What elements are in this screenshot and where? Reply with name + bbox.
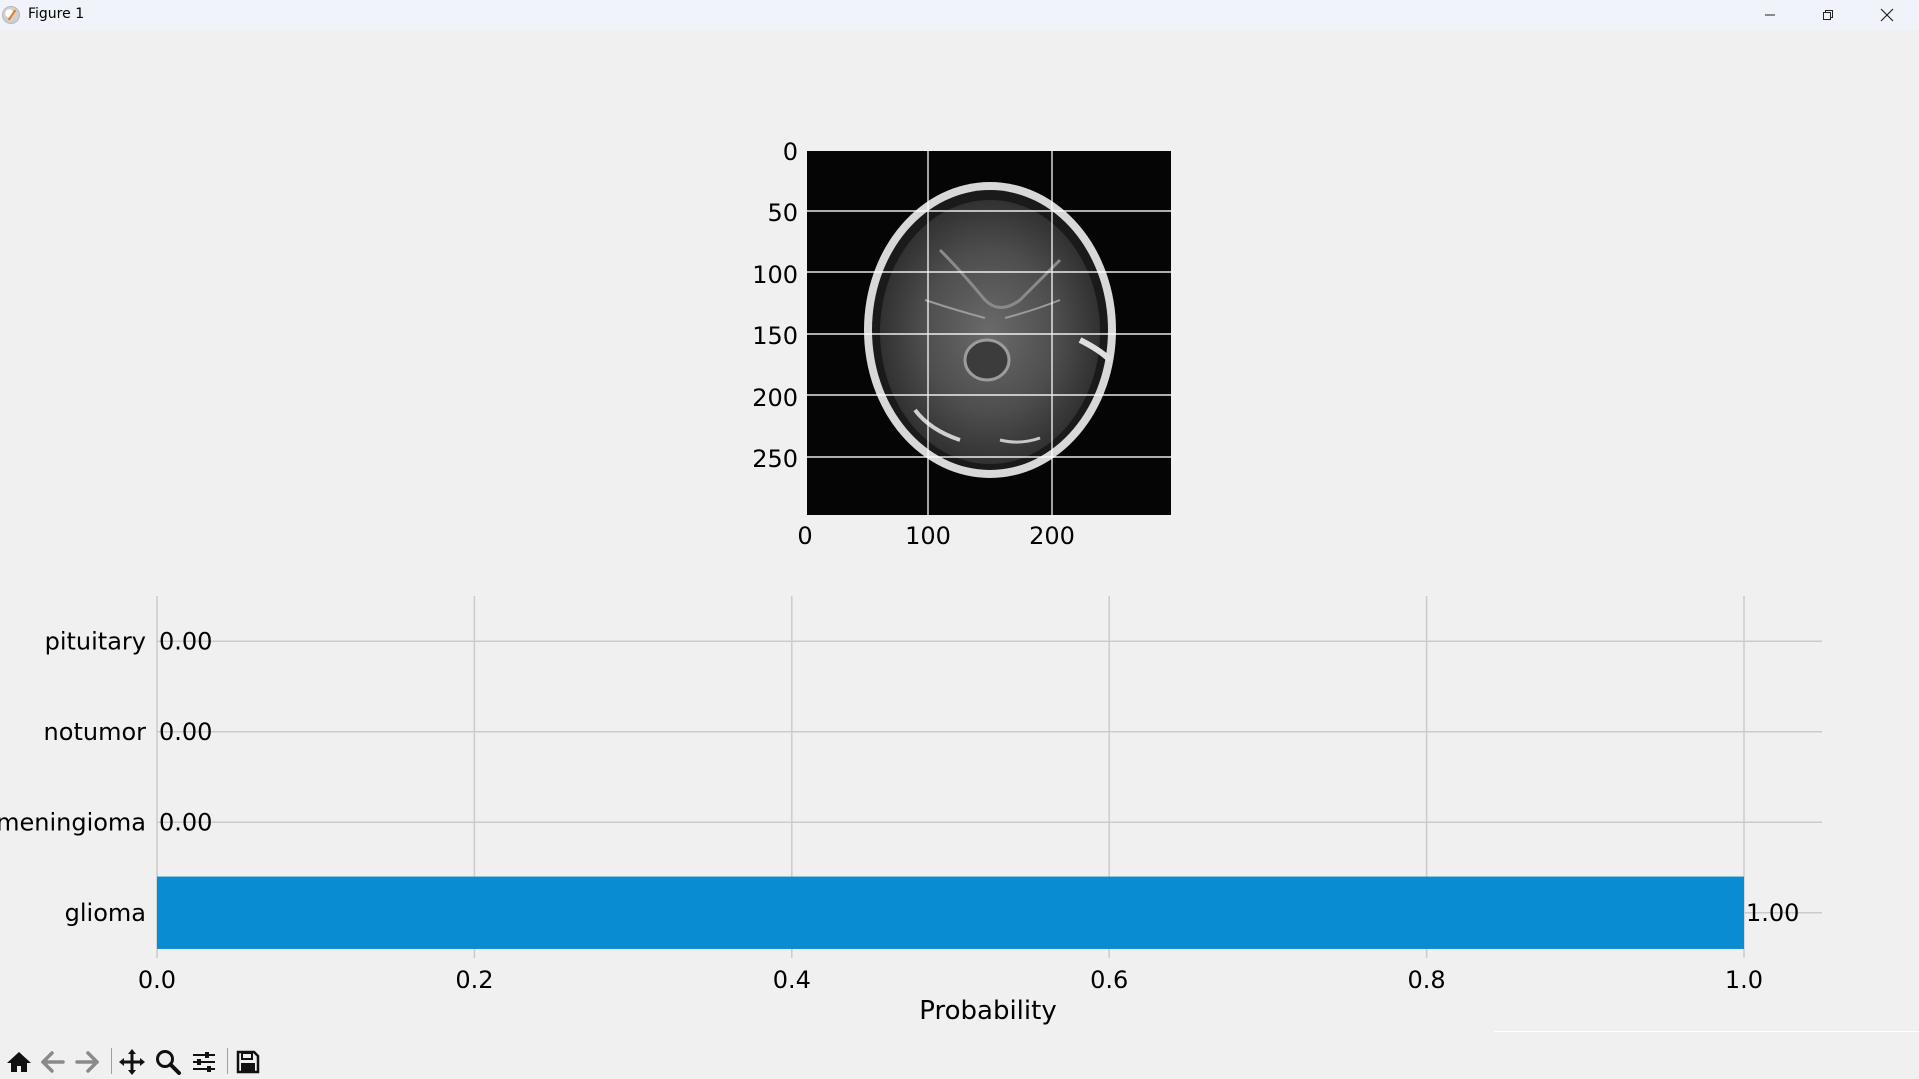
- image-y-tick: 100: [752, 261, 798, 289]
- pan-button[interactable]: [117, 1048, 147, 1076]
- configure-subplots-button[interactable]: [189, 1048, 219, 1076]
- status-strip: [1494, 1031, 1919, 1032]
- bar-value-label: 0.00: [159, 627, 212, 655]
- category-label-glioma: glioma: [65, 899, 146, 927]
- category-label-meningioma: meningioma: [0, 808, 146, 836]
- zoom-icon: [156, 1050, 181, 1075]
- bar-category-labels: glioma meningioma notumor pituitary: [0, 627, 146, 927]
- image-axes: 0 50 100 150 200 250 0 100 200: [752, 138, 1171, 550]
- image-x-tick: 0: [797, 522, 812, 550]
- x-tick-label: 1.0: [1725, 966, 1763, 994]
- toolbar-separator: [111, 1048, 112, 1074]
- home-button[interactable]: [4, 1048, 34, 1076]
- forward-icon: [75, 1051, 99, 1073]
- x-tick-label: 0.4: [773, 966, 811, 994]
- back-button[interactable]: [38, 1048, 68, 1076]
- bar-value-label: 0.00: [159, 718, 212, 746]
- image-x-tick: 100: [905, 522, 951, 550]
- back-icon: [41, 1051, 65, 1073]
- x-axis-label: Probability: [919, 996, 1056, 1026]
- image-y-tick: 150: [752, 322, 798, 350]
- x-tick-label: 0.2: [455, 966, 493, 994]
- image-y-tick: 50: [767, 199, 798, 227]
- close-icon: [1880, 8, 1894, 22]
- bar-value-labels: 1.00 0.00 0.00 0.00: [159, 627, 1799, 927]
- image-x-tick: 200: [1029, 522, 1075, 550]
- matplotlib-app-icon: [2, 6, 20, 24]
- image-y-tick: 0: [783, 138, 798, 166]
- window-title: Figure 1: [28, 6, 85, 22]
- forward-button[interactable]: [72, 1048, 102, 1076]
- toolbar-separator: [227, 1048, 228, 1074]
- image-y-tick: 200: [752, 384, 798, 412]
- configure-subplots-icon: [193, 1052, 215, 1072]
- minimize-icon: [1765, 14, 1775, 16]
- zoom-button[interactable]: [153, 1048, 183, 1076]
- bar-glioma: [157, 876, 1744, 949]
- bar-value-label: 1.00: [1746, 899, 1799, 927]
- save-icon: [236, 1050, 260, 1074]
- bar-chart-bars: [157, 876, 1744, 949]
- navigation-toolbar: [0, 1040, 1919, 1079]
- restore-button[interactable]: [1799, 0, 1857, 30]
- bar-x-tick-labels: 0.0 0.2 0.4 0.6 0.8 1.0: [138, 966, 1763, 994]
- restore-icon: [1823, 10, 1833, 20]
- image-y-tick: 250: [752, 445, 798, 473]
- minimize-button[interactable]: [1741, 0, 1799, 30]
- bar-chart-axes: 1.00 0.00 0.00 0.00 glioma meningioma notumor…: [0, 596, 1822, 1026]
- x-tick-label: 0.6: [1090, 966, 1128, 994]
- mri-brain-image: [864, 182, 1116, 478]
- close-button[interactable]: [1858, 0, 1916, 30]
- save-button[interactable]: [233, 1048, 263, 1076]
- image-grid: [807, 151, 1171, 515]
- category-label-notumor: notumor: [44, 718, 147, 746]
- figure-canvas[interactable]: 0 50 100 150 200 250 0 100 200 1.000.000…: [0, 30, 1919, 1040]
- title-bar: Figure 1: [0, 0, 1919, 30]
- home-icon: [7, 1052, 31, 1072]
- x-tick-label: 0.8: [1408, 966, 1446, 994]
- x-tick-label: 0.0: [138, 966, 176, 994]
- category-label-pituitary: pituitary: [45, 627, 146, 655]
- bar-value-label: 0.00: [159, 808, 212, 836]
- pan-icon: [119, 1049, 145, 1075]
